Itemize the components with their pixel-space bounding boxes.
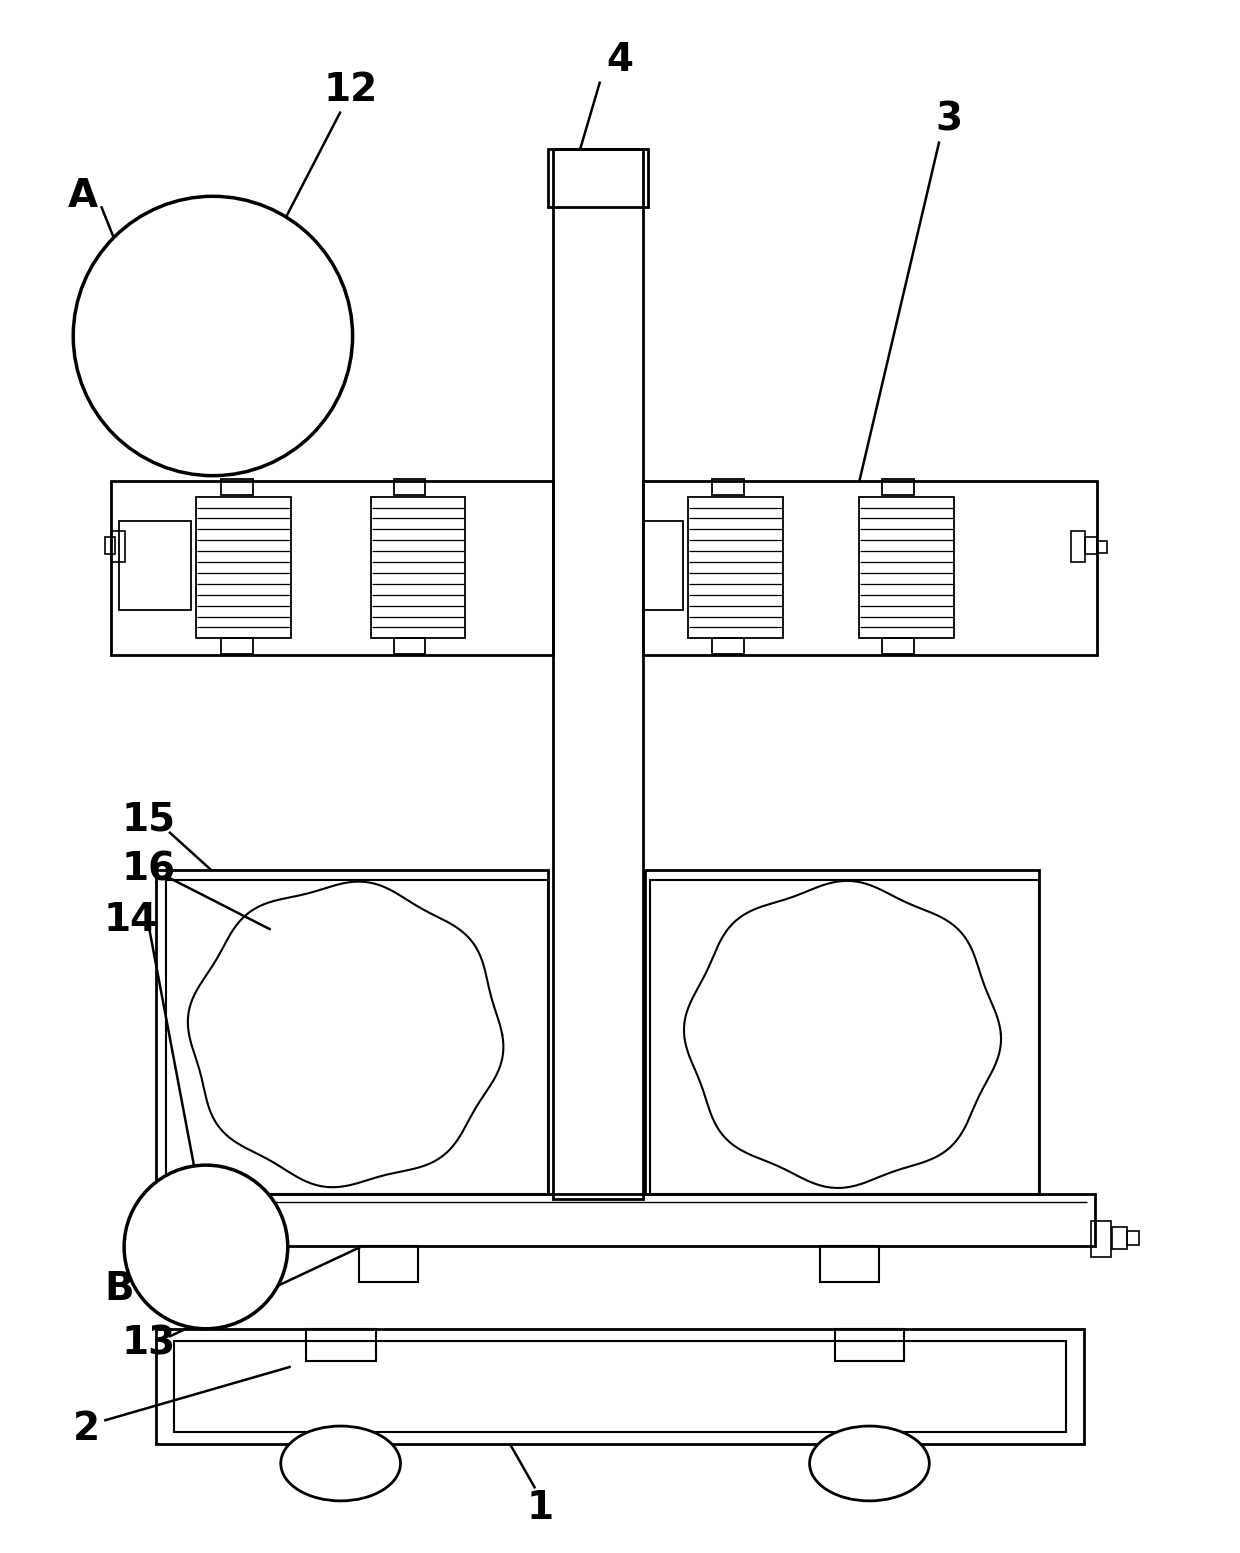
Bar (883, 638, 914, 654)
Text: 15: 15 (122, 801, 176, 839)
Text: 3: 3 (936, 101, 962, 138)
Bar (129, 1232, 286, 1249)
Bar (548, 149, 649, 207)
Bar (156, 1329, 1084, 1443)
Bar (393, 478, 425, 495)
Circle shape (124, 1165, 288, 1329)
Text: 1: 1 (527, 1489, 554, 1527)
Bar (883, 478, 914, 495)
Bar (148, 1218, 162, 1261)
Bar (712, 478, 744, 495)
Bar (156, 870, 548, 1194)
Text: 4: 4 (606, 40, 634, 79)
Bar (112, 481, 553, 655)
Bar (129, 1221, 148, 1256)
Bar (1071, 531, 1085, 562)
Bar (644, 520, 683, 610)
Bar (174, 1340, 1066, 1432)
Bar (119, 520, 191, 610)
Bar (688, 497, 782, 638)
Text: 16: 16 (122, 851, 176, 888)
Bar (1091, 1221, 1111, 1256)
Bar (1097, 540, 1107, 553)
Bar (835, 1329, 904, 1360)
Bar (1112, 1227, 1127, 1249)
Bar (221, 478, 253, 495)
Circle shape (73, 196, 352, 475)
Bar (393, 638, 425, 654)
Bar (105, 536, 115, 554)
Bar (820, 1246, 879, 1281)
Bar (644, 481, 1097, 655)
Ellipse shape (810, 1426, 929, 1500)
Bar (149, 1194, 1095, 1246)
Bar (112, 531, 125, 562)
Text: A: A (68, 177, 98, 216)
Text: 13: 13 (122, 1325, 176, 1362)
Bar (306, 1329, 376, 1360)
Ellipse shape (280, 1426, 401, 1500)
Bar (358, 1246, 418, 1281)
Bar (99, 371, 109, 384)
Bar (162, 1225, 175, 1253)
Text: 14: 14 (104, 901, 159, 938)
Bar (196, 497, 290, 638)
Text: 12: 12 (324, 70, 378, 109)
Bar (221, 638, 253, 654)
Text: 2: 2 (73, 1410, 99, 1447)
Bar (553, 149, 644, 1199)
Bar (188, 253, 217, 267)
Bar (105, 367, 119, 388)
Bar (1085, 536, 1097, 554)
Bar (166, 256, 254, 404)
Bar (166, 879, 548, 1194)
Bar (371, 497, 465, 638)
Bar (645, 870, 1039, 1194)
Bar (859, 497, 955, 638)
Bar (1127, 1232, 1138, 1246)
Bar (712, 638, 744, 654)
Text: B: B (104, 1270, 134, 1308)
Bar (113, 276, 162, 371)
Bar (650, 879, 1039, 1194)
